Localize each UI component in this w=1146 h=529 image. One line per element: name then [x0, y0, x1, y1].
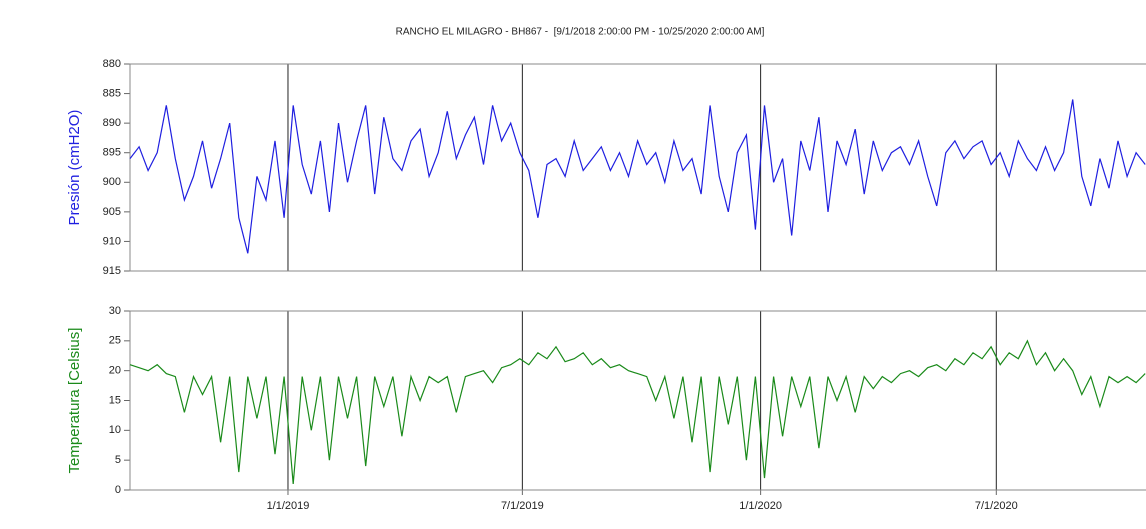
- y-tick-label: 15: [109, 394, 121, 406]
- x-tick-label: 7/1/2019: [501, 500, 544, 512]
- plot-frame: [129, 63, 1146, 272]
- x-tick-label: 1/1/2020: [739, 500, 782, 512]
- x-tick-label: 7/1/2020: [975, 500, 1018, 512]
- y-tick-label: 910: [103, 235, 121, 247]
- chart-title: RANCHO EL MILAGRO - BH867 - [9/1/2018 2:…: [396, 27, 765, 38]
- y-axis-label: Temperatura [Celsius]: [66, 328, 83, 474]
- y-tick-label: 30: [109, 305, 121, 317]
- data-line: [129, 339, 1146, 485]
- y-tick-label: 900: [103, 176, 121, 188]
- y-tick-label: 915: [103, 265, 121, 277]
- y-tick-label: 885: [103, 87, 121, 99]
- y-tick-label: 25: [109, 335, 121, 347]
- x-tick-label: 1/1/2019: [267, 500, 310, 512]
- y-tick-label: 880: [103, 58, 121, 70]
- y-tick-label: 10: [109, 424, 121, 436]
- y-tick-label: 895: [103, 147, 121, 159]
- y-tick-label: 0: [115, 484, 121, 496]
- y-tick-label: 890: [103, 117, 121, 129]
- data-line: [129, 99, 1146, 254]
- y-tick-label: 905: [103, 206, 121, 218]
- y-axis-label: Presión (cmH2O): [66, 110, 83, 226]
- y-tick-label: 5: [115, 454, 121, 466]
- y-tick-label: 20: [109, 365, 121, 377]
- plot-frame: [129, 310, 1146, 491]
